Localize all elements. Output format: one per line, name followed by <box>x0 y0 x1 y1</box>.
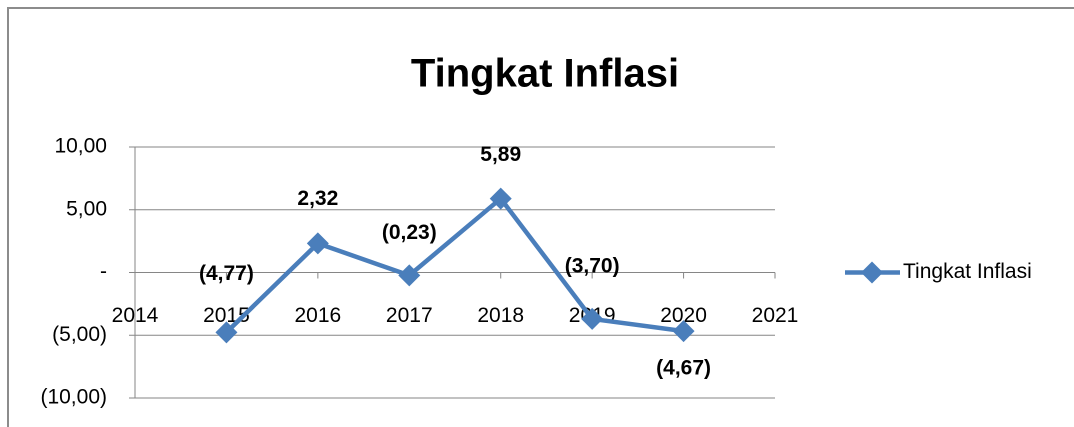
x-tick-label: 2017 <box>386 304 433 327</box>
x-tick-label: 2016 <box>294 304 341 327</box>
y-tick-label: (10,00) <box>40 386 107 409</box>
y-tick-label: 10,00 <box>54 135 107 158</box>
marker <box>398 264 421 287</box>
legend-label: Tingkat Inflasi <box>903 260 1032 283</box>
y-tick-label: - <box>100 260 107 283</box>
series-line <box>224 196 684 334</box>
data-label: (0,23) <box>382 221 437 244</box>
marker <box>306 232 329 255</box>
data-label: 2,32 <box>297 187 338 210</box>
x-tick-label: 2020 <box>660 304 707 327</box>
marker <box>215 321 238 344</box>
data-label: (4,67) <box>656 357 711 380</box>
data-label: 5,89 <box>480 143 521 166</box>
y-tick-label: (5,00) <box>52 323 107 346</box>
chart-frame <box>7 7 1074 427</box>
data-label: (3,70) <box>565 254 620 277</box>
marker <box>672 320 695 343</box>
data-label: (4,77) <box>199 262 254 285</box>
x-tick-label: 2018 <box>477 304 524 327</box>
x-tick-label: 2021 <box>752 304 799 327</box>
marker <box>489 187 512 210</box>
marker <box>581 307 604 330</box>
chart-title: Tingkat Inflasi <box>411 52 679 96</box>
legend-marker <box>861 261 883 284</box>
x-tick-label: 2014 <box>112 304 159 327</box>
y-tick-label: 5,00 <box>66 197 107 220</box>
